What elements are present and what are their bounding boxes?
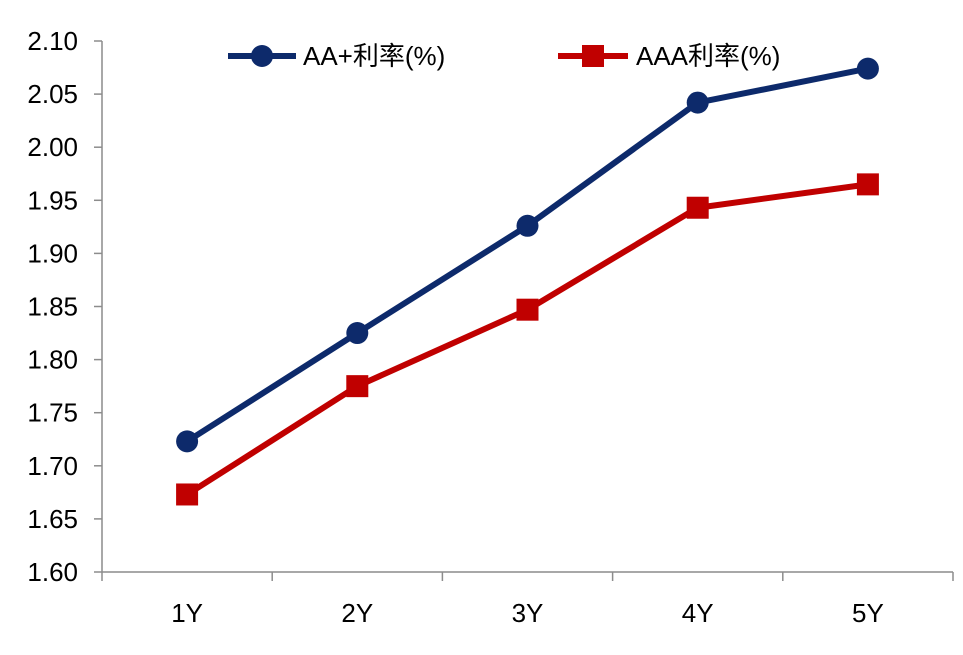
y-tick-label: 1.60 [27, 557, 78, 587]
y-tick-label: 2.05 [27, 79, 78, 109]
y-tick-label: 1.65 [27, 504, 78, 534]
y-tick-label: 2.10 [27, 26, 78, 56]
y-tick-label: 2.00 [27, 132, 78, 162]
data-point-marker [516, 214, 539, 237]
x-tick-labels: 1Y 2Y 3Y 4Y 5Y [171, 598, 884, 628]
legend-item-2: AAA利率(%) [558, 41, 780, 71]
series-line [184, 65, 871, 445]
y-tick-label: 1.90 [27, 238, 78, 268]
series-lines [176, 57, 879, 506]
y-tick-label: 1.80 [27, 345, 78, 375]
data-point-marker [856, 57, 879, 80]
x-tick-label: 4Y [682, 598, 714, 628]
x-tick-label: 2Y [341, 598, 373, 628]
y-tick-label: 1.70 [27, 451, 78, 481]
x-tick-label: 1Y [171, 598, 203, 628]
y-tick-label: 1.75 [27, 398, 78, 428]
series-1 [176, 57, 879, 453]
legend-marker [582, 45, 604, 67]
legend: AA+利率(%) AAA利率(%) [228, 41, 780, 71]
y-tick-labels: 1.60 1.65 1.70 1.75 1.80 1.85 1.90 1.95 2.00 2.05… [27, 26, 78, 587]
legend-label: AA+利率(%) [303, 41, 445, 71]
data-point-marker [686, 91, 709, 114]
axes [94, 40, 954, 581]
data-point-marker [346, 322, 369, 345]
legend-marker [251, 45, 273, 67]
data-point-marker [686, 196, 709, 219]
y-tick-label: 1.85 [27, 292, 78, 322]
legend-label: AAA利率(%) [636, 41, 780, 71]
series-2 [176, 173, 879, 506]
data-point-marker [176, 483, 199, 506]
legend-item-1: AA+利率(%) [228, 41, 445, 71]
y-tick-label: 1.95 [27, 185, 78, 215]
x-tick-label: 3Y [512, 598, 544, 628]
x-tick-label: 5Y [852, 598, 884, 628]
data-point-marker [176, 430, 199, 453]
data-point-marker [346, 375, 369, 398]
data-point-marker [856, 173, 879, 196]
data-point-marker [516, 298, 539, 321]
